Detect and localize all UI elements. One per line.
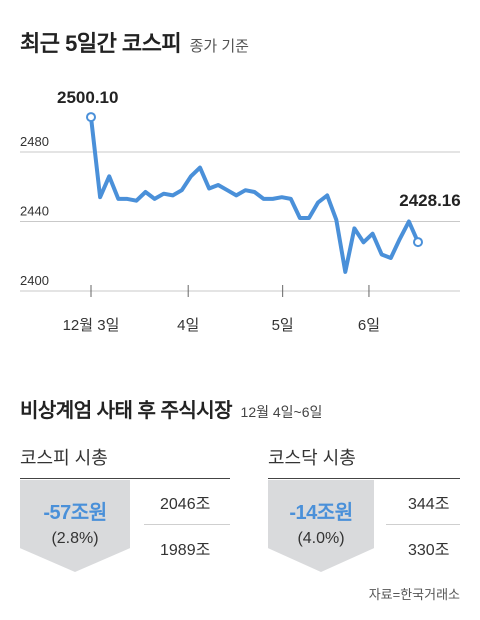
x-tick-label: 12월 3일 — [63, 317, 120, 334]
kosdaq-panel-title: 코스닥 시총 — [268, 448, 356, 468]
section-title: 비상계엄 사태 후 주식시장 — [20, 400, 233, 422]
kospi-line-chart: 2400 2440 2480 12월 3일 4일 5일 6일 2500.10 2428.16 — [20, 88, 461, 334]
kosdaq-before-value: 344조 — [408, 496, 450, 513]
kospi-after-value: 1989조 — [160, 542, 211, 559]
source-note: 자료=한국거래소 — [368, 587, 460, 602]
x-tick-label: 5일 — [272, 317, 294, 334]
endpoint-marker — [86, 112, 96, 123]
kosdaq-change-value: -14조원 — [289, 502, 353, 524]
y-tick-label: 2440 — [20, 204, 49, 219]
chart-header: 최근 5일간 코스피 종가 기준 — [20, 26, 249, 58]
kosdaq-change-percent: (4.0%) — [297, 530, 345, 547]
y-tick-label: 2400 — [20, 273, 49, 288]
y-tick-label: 2480 — [20, 134, 49, 149]
section-subtitle: 12월 4일~6일 — [240, 404, 323, 420]
x-tick-label: 6일 — [358, 317, 380, 334]
kospi-panel-divider — [20, 478, 230, 479]
kosdaq-value-separator — [386, 524, 460, 525]
kospi-series-line — [89, 115, 420, 274]
value-annotation: 2500.10 — [57, 88, 118, 107]
kospi-value-separator — [144, 524, 230, 525]
kospi-change-percent: (2.8%) — [51, 530, 99, 547]
kospi-change-badge: -57조원 (2.8%) — [20, 480, 130, 572]
value-annotation: 2428.16 — [399, 191, 460, 210]
x-tick-label: 4일 — [177, 317, 199, 334]
kosdaq-panel-divider — [268, 478, 460, 479]
kosdaq-marketcap-panel: 코스닥 시총 -14조원 (4.0%) 344조 330조 — [268, 444, 460, 584]
kospi-change-value: -57조원 — [43, 502, 107, 524]
kospi-marketcap-panel: 코스피 시총 -57조원 (2.8%) 2046조 1989조 — [20, 444, 230, 584]
kospi-before-value: 2046조 — [160, 496, 211, 513]
chart-title: 최근 5일간 코스피 — [20, 31, 182, 56]
kosdaq-change-badge: -14조원 (4.0%) — [268, 480, 374, 572]
endpoint-marker — [413, 237, 423, 248]
kospi-panel-title: 코스피 시총 — [20, 448, 108, 468]
kosdaq-after-value: 330조 — [408, 542, 450, 559]
chart-subtitle: 종가 기준 — [189, 38, 249, 55]
market-section-header: 비상계엄 사태 후 주식시장 12월 4일~6일 — [20, 394, 322, 423]
